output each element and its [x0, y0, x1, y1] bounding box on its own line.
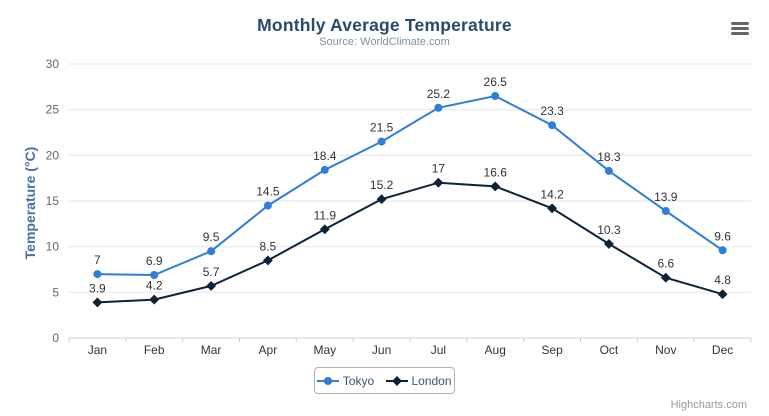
svg-text:5.7: 5.7: [203, 265, 220, 279]
svg-text:Jul: Jul: [431, 343, 446, 357]
svg-text:25: 25: [46, 103, 60, 117]
svg-text:Jun: Jun: [372, 343, 391, 357]
svg-text:6.9: 6.9: [146, 254, 163, 268]
svg-text:18.4: 18.4: [313, 149, 337, 163]
svg-text:10: 10: [46, 240, 60, 254]
svg-text:4.2: 4.2: [146, 279, 163, 293]
svg-text:14.5: 14.5: [256, 185, 280, 199]
svg-text:7: 7: [94, 253, 101, 267]
svg-text:26.5: 26.5: [484, 75, 508, 89]
svg-text:8.5: 8.5: [260, 239, 277, 253]
svg-text:Nov: Nov: [655, 343, 676, 357]
svg-text:4.8: 4.8: [714, 273, 731, 287]
svg-text:30: 30: [46, 57, 60, 71]
svg-text:Apr: Apr: [259, 343, 278, 357]
svg-text:23.3: 23.3: [540, 104, 564, 118]
svg-text:0: 0: [52, 331, 59, 345]
svg-text:11.9: 11.9: [314, 208, 337, 222]
svg-text:9.5: 9.5: [203, 230, 220, 244]
svg-text:Aug: Aug: [485, 343, 506, 357]
svg-text:10.3: 10.3: [597, 223, 621, 237]
svg-text:5: 5: [52, 285, 59, 299]
svg-text:21.5: 21.5: [370, 121, 394, 135]
svg-text:13.9: 13.9: [654, 190, 678, 204]
svg-text:3.9: 3.9: [89, 281, 106, 295]
svg-text:18.3: 18.3: [597, 150, 621, 164]
svg-text:Dec: Dec: [712, 343, 733, 357]
svg-text:17: 17: [432, 162, 446, 176]
svg-text:20: 20: [46, 148, 60, 162]
svg-text:9.6: 9.6: [714, 229, 731, 243]
svg-text:25.2: 25.2: [427, 87, 451, 101]
svg-text:16.6: 16.6: [484, 165, 508, 179]
svg-text:Sep: Sep: [541, 343, 563, 357]
svg-text:Jan: Jan: [88, 343, 107, 357]
svg-text:15.2: 15.2: [370, 178, 394, 192]
svg-text:6.6: 6.6: [657, 257, 674, 271]
svg-text:15: 15: [46, 194, 60, 208]
svg-text:14.2: 14.2: [540, 187, 564, 201]
svg-text:May: May: [313, 343, 336, 357]
svg-text:Oct: Oct: [600, 343, 619, 357]
svg-text:Mar: Mar: [201, 343, 222, 357]
svg-text:Feb: Feb: [144, 343, 165, 357]
